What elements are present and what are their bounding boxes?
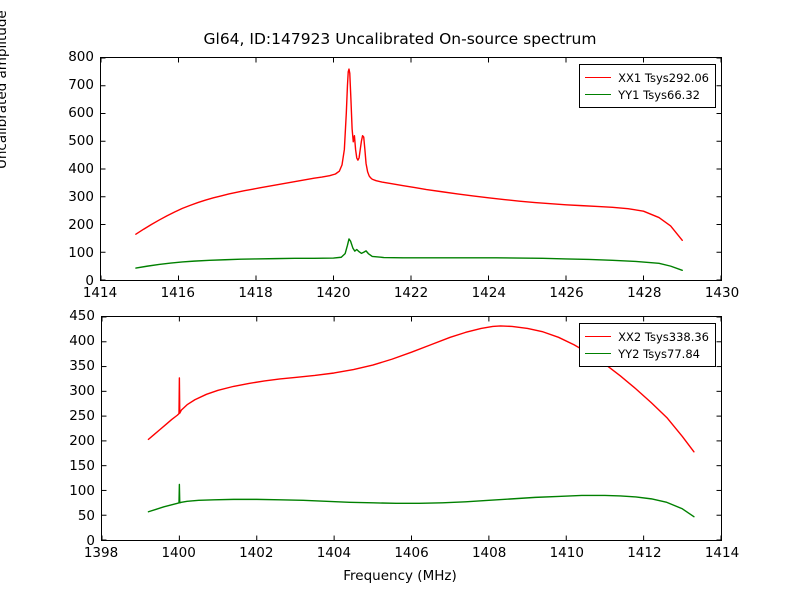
y-tick-label: 200 bbox=[69, 433, 95, 449]
x-tick-label: 1410 bbox=[549, 545, 584, 561]
page-title: Gl64, ID:147923 Uncalibrated On-source s… bbox=[203, 30, 597, 48]
x-tick-label: 1416 bbox=[160, 285, 195, 301]
bottom-spectrum-axes: XX2 Tsys338.36 YY2 Tsys77.84 bbox=[101, 316, 722, 541]
y-tick-label: 200 bbox=[68, 217, 94, 233]
y-tick-label: 0 bbox=[86, 533, 95, 549]
legend-item-yy2: YY2 Tsys77.84 bbox=[585, 345, 709, 362]
x-tick-label: 1430 bbox=[704, 285, 740, 301]
bottom-spectrum-plot-area bbox=[102, 317, 721, 540]
series-line-yy2 bbox=[148, 484, 693, 516]
x-tick-label: 1426 bbox=[549, 285, 584, 301]
x-tick-label: 1408 bbox=[471, 545, 507, 561]
y-tick-label: 300 bbox=[69, 383, 95, 399]
y-tick-label: 350 bbox=[69, 358, 95, 374]
y-tick-label: 500 bbox=[68, 133, 94, 149]
x-tick-label: 1398 bbox=[83, 545, 119, 561]
legend-item-yy1: YY1 Tsys66.32 bbox=[585, 86, 709, 103]
y-tick-label: 600 bbox=[68, 105, 94, 121]
y-tick-label: 400 bbox=[69, 333, 95, 349]
y-tick-label: 400 bbox=[68, 161, 94, 177]
y-tick-label: 100 bbox=[68, 245, 94, 261]
y-tick-label: 0 bbox=[85, 273, 94, 289]
legend-label-yy1: YY1 Tsys66.32 bbox=[618, 87, 700, 102]
x-tick-label: 1422 bbox=[393, 285, 429, 301]
x-tick-label: 1420 bbox=[316, 285, 351, 301]
x-tick-label: 1414 bbox=[82, 285, 118, 301]
x-axis-label: Frequency (MHz) bbox=[343, 568, 457, 584]
x-tick-label: 1402 bbox=[239, 545, 274, 561]
legend-swatch-xx2 bbox=[585, 336, 612, 337]
y-tick-label: 300 bbox=[68, 189, 94, 205]
y-tick-label: 150 bbox=[69, 458, 95, 474]
top-y-axis-label: Uncalibrated amplitude bbox=[0, 10, 10, 169]
y-tick-label: 700 bbox=[68, 77, 94, 93]
y-tick-label: 250 bbox=[69, 408, 95, 424]
top-spectrum-axes: XX1 Tsys292.06 YY1 Tsys66.32 bbox=[100, 57, 722, 281]
x-tick-label: 1418 bbox=[238, 285, 273, 301]
legend-item-xx1: XX1 Tsys292.06 bbox=[585, 69, 709, 86]
legend-item-xx2: XX2 Tsys338.36 bbox=[585, 328, 709, 345]
legend-swatch-yy2 bbox=[585, 353, 612, 354]
x-tick-label: 1428 bbox=[627, 285, 662, 301]
y-tick-label: 100 bbox=[69, 483, 95, 499]
legend-swatch-yy1 bbox=[585, 94, 612, 95]
y-tick-label: 50 bbox=[77, 508, 95, 524]
legend-label-xx1: XX1 Tsys292.06 bbox=[618, 70, 709, 85]
x-tick-label: 1414 bbox=[704, 545, 740, 561]
x-tick-label: 1406 bbox=[394, 545, 429, 561]
x-tick-label: 1404 bbox=[316, 545, 352, 561]
series-line-xx1 bbox=[136, 69, 682, 240]
top-legend: XX1 Tsys292.06 YY1 Tsys66.32 bbox=[579, 64, 716, 108]
legend-swatch-xx1 bbox=[585, 77, 612, 78]
x-tick-label: 1424 bbox=[471, 285, 506, 301]
x-tick-label: 1412 bbox=[627, 545, 662, 561]
bottom-legend: XX2 Tsys338.36 YY2 Tsys77.84 bbox=[579, 323, 716, 367]
series-line-yy1 bbox=[136, 239, 682, 270]
legend-label-xx2: XX2 Tsys338.36 bbox=[618, 329, 709, 344]
y-tick-label: 800 bbox=[68, 49, 94, 65]
y-tick-label: 450 bbox=[69, 308, 95, 324]
x-tick-label: 1400 bbox=[161, 545, 196, 561]
top-spectrum-plot-area bbox=[101, 58, 721, 280]
legend-label-yy2: YY2 Tsys77.84 bbox=[618, 346, 700, 361]
